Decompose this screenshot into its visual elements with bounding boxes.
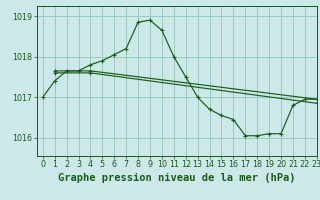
- X-axis label: Graphe pression niveau de la mer (hPa): Graphe pression niveau de la mer (hPa): [58, 173, 296, 183]
